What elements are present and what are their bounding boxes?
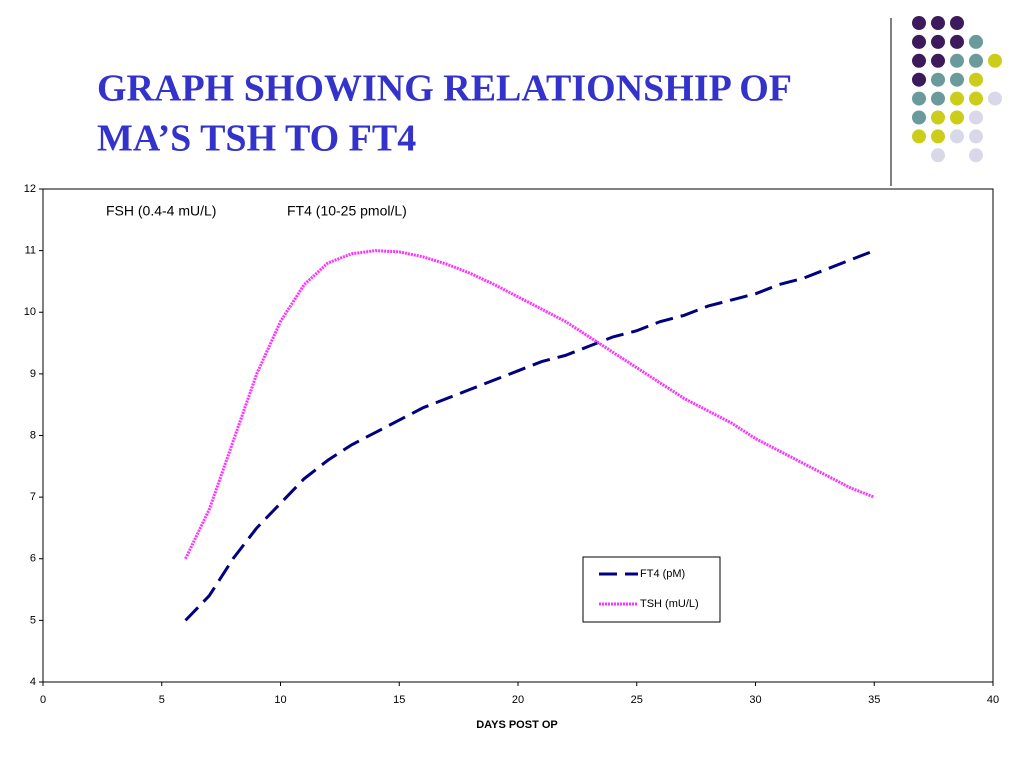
data-line xyxy=(184,249,875,622)
decor-dot xyxy=(912,53,926,68)
decor-dot xyxy=(950,72,964,87)
x-tick-label: 30 xyxy=(749,694,761,706)
y-tick-label: 9 xyxy=(30,368,36,380)
decor-dot xyxy=(931,34,945,49)
y-tick-label: 11 xyxy=(25,245,36,257)
x-axis-label: DAYS POST OP xyxy=(476,719,558,731)
decor-dot xyxy=(988,91,1002,106)
data-line xyxy=(184,249,875,560)
decor-dot xyxy=(988,53,1002,68)
title: MA’S TSH TO FT4 xyxy=(97,118,416,160)
decoration xyxy=(912,16,1002,163)
decor-dot xyxy=(950,53,964,68)
decor-dot xyxy=(950,34,964,49)
x-tick-label: 20 xyxy=(512,694,524,706)
legend xyxy=(582,556,721,623)
decor-dot xyxy=(969,110,983,125)
decor-dot xyxy=(950,16,964,30)
decor-dot xyxy=(931,110,945,125)
decor-dot xyxy=(950,129,964,144)
x-tick-label: 25 xyxy=(631,694,643,706)
y-tick-label: 12 xyxy=(24,183,36,195)
decor-dot xyxy=(912,16,926,30)
y-tick-label: 6 xyxy=(30,553,36,565)
decor-dot xyxy=(969,34,983,49)
decor-dot xyxy=(950,91,964,106)
decor-dot xyxy=(969,91,983,106)
y-tick-label: 4 xyxy=(30,676,36,688)
annotation: FSH (0.4-4 mU/L) xyxy=(106,203,216,219)
decor-dot xyxy=(912,129,926,144)
x-tick-label: 5 xyxy=(159,694,165,706)
decor-dot xyxy=(969,53,983,68)
y-tick-label: 7 xyxy=(30,491,36,503)
decor-dot xyxy=(912,72,926,87)
y-tick-label: 8 xyxy=(30,429,36,441)
decor-dot xyxy=(912,34,926,49)
x-tick-label: 35 xyxy=(868,694,880,706)
decor-dot xyxy=(931,129,945,144)
decor-dot xyxy=(931,16,945,30)
x-tick-label: 10 xyxy=(274,694,286,706)
x-tick-label: 40 xyxy=(987,694,999,706)
y-tick-label: 10 xyxy=(24,306,36,318)
decor-dot xyxy=(969,129,983,144)
decor-dot xyxy=(912,91,926,106)
annotation: FT4 (10-25 pmol/L) xyxy=(287,203,407,219)
decor-dot xyxy=(912,110,926,125)
legend-label: FT4 (pM) xyxy=(640,568,685,580)
decor-dot xyxy=(950,110,964,125)
title: GRAPH SHOWING RELATIONSHIP OF xyxy=(97,68,792,110)
decor-dot xyxy=(969,72,983,87)
plot-area xyxy=(42,188,994,683)
decor-dot xyxy=(969,148,983,163)
decor-dot xyxy=(931,148,945,163)
y-tick-label: 5 xyxy=(30,614,36,626)
decor-dot xyxy=(931,72,945,87)
x-tick-label: 0 xyxy=(40,694,46,706)
legend-label: TSH (mU/L) xyxy=(640,598,699,610)
x-tick-label: 15 xyxy=(393,694,405,706)
decor-dot xyxy=(931,53,945,68)
decor-dot xyxy=(931,91,945,106)
